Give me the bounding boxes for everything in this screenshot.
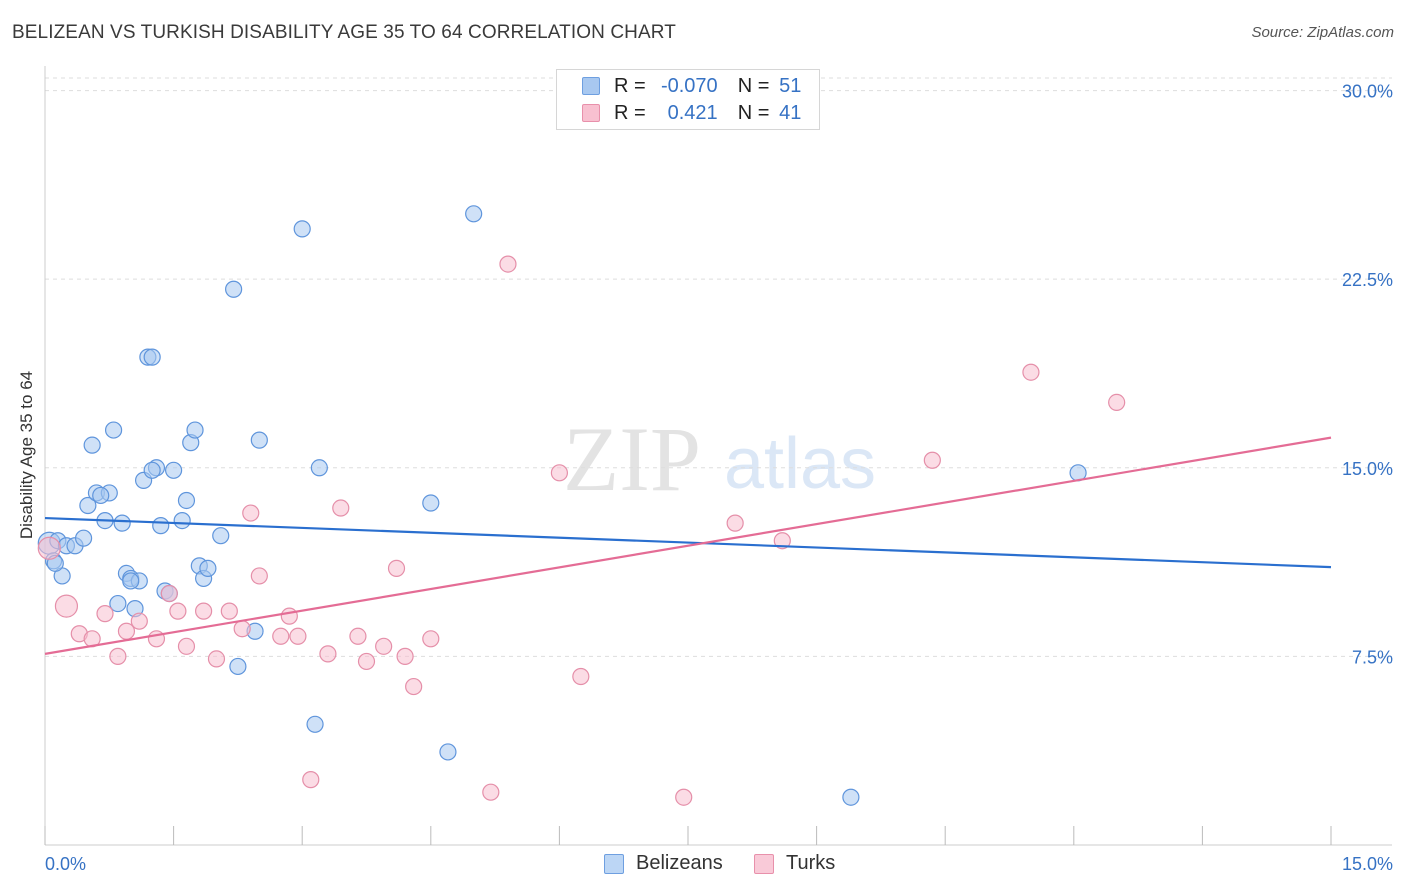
y-tick-label: 30.0% <box>1342 82 1393 102</box>
belizean-point <box>186 421 204 439</box>
r-label: R = <box>614 74 646 97</box>
watermark-atlas: atlas <box>724 424 876 504</box>
belizean-point <box>225 280 243 298</box>
turk-point <box>375 637 393 655</box>
turk-point <box>280 607 298 625</box>
y-tick-label: 15.0% <box>1342 459 1393 479</box>
x-tick-label: 0.0% <box>45 854 86 874</box>
belizean-point <box>74 529 93 547</box>
turk-point <box>272 627 290 645</box>
turk-point <box>550 464 569 482</box>
turk-point <box>160 584 178 603</box>
r-value: 0.421 <box>667 101 718 124</box>
turk-point <box>773 532 791 550</box>
turk-point <box>357 652 376 671</box>
r-value: -0.070 <box>660 74 718 97</box>
belizean-point <box>143 348 161 366</box>
turk-point <box>387 559 406 577</box>
turk-point <box>289 627 307 645</box>
belizean-point <box>250 431 268 449</box>
belizean-point <box>109 594 127 613</box>
belizean-point <box>122 572 140 590</box>
watermark-zip: ZIP <box>563 408 701 510</box>
belizean-point <box>212 527 230 545</box>
turk-point <box>37 536 61 560</box>
belizeans-legend-swatch <box>604 853 624 874</box>
turk-point <box>96 605 114 623</box>
belizean-point <box>293 220 311 238</box>
legend-item-turks[interactable]: Turks <box>754 852 835 875</box>
legend-row-turks: R = 0.421 N = 41 <box>582 100 801 126</box>
y-tick-label: 7.5% <box>1352 647 1393 667</box>
belizean-point <box>143 461 161 479</box>
belizeans-trend-line <box>44 516 1332 569</box>
belizean-point <box>439 743 457 761</box>
legend-label: Turks <box>786 852 836 874</box>
belizean-point <box>229 657 247 676</box>
legend-row-belizeans: R = -0.070 N = 51 <box>582 73 801 99</box>
source-credit: Source: ZipAtlas.com <box>1251 24 1394 41</box>
belizean-point <box>92 486 110 505</box>
turks-legend-swatch <box>754 853 774 874</box>
turk-point <box>923 451 941 469</box>
belizean-point <box>165 461 183 479</box>
turk-point <box>207 650 226 668</box>
turk-point <box>242 504 260 522</box>
belizean-point <box>152 517 170 535</box>
turk-point <box>233 620 251 638</box>
turk-point <box>499 255 517 273</box>
belizean-point <box>113 514 131 532</box>
turk-point <box>1022 363 1040 381</box>
n-value: 51 <box>779 74 802 97</box>
belizean-point <box>79 496 97 515</box>
r-label: R = <box>614 101 646 124</box>
x-tick-label: 15.0% <box>1342 854 1393 874</box>
legend-label: Belizeans <box>636 852 723 874</box>
belizean-point <box>306 715 324 733</box>
belizean-point <box>422 494 440 512</box>
turk-point <box>169 602 187 620</box>
turks-swatch <box>582 104 600 122</box>
turk-point <box>1108 393 1126 412</box>
turk-point <box>54 594 79 618</box>
n-label: N = <box>737 74 770 97</box>
series-legend: Belizeans Turks <box>0 852 1406 876</box>
turk-point <box>220 602 238 620</box>
legend-item-belizeans[interactable]: Belizeans <box>604 852 723 875</box>
turk-point <box>319 645 337 663</box>
belizean-point <box>465 205 483 223</box>
turk-point <box>332 499 350 517</box>
belizean-point <box>104 421 123 439</box>
chart-title: BELIZEAN VS TURKISH DISABILITY AGE 35 TO… <box>12 22 676 43</box>
turk-point <box>405 677 423 696</box>
turk-point <box>726 514 744 532</box>
turk-point <box>250 567 268 585</box>
belizean-point <box>310 459 328 477</box>
n-value: 41 <box>779 101 802 124</box>
belizeans-swatch <box>582 77 600 95</box>
turk-point <box>396 647 414 665</box>
turk-point <box>130 612 148 630</box>
turk-point <box>675 788 693 806</box>
y-tick-label: 22.5% <box>1342 270 1393 290</box>
turk-point <box>195 602 213 620</box>
turk-point <box>422 630 440 648</box>
n-label: N = <box>737 101 770 124</box>
turk-point <box>177 637 196 655</box>
belizean-point <box>173 511 191 530</box>
turk-point <box>482 783 500 801</box>
turk-point <box>572 667 590 686</box>
stats-legend: R = -0.070 N = 51 R = 0.421 N = 41 <box>556 69 820 130</box>
belizean-point <box>199 559 217 577</box>
belizean-point <box>842 788 860 806</box>
belizean-point <box>177 491 196 510</box>
turks-trend-line <box>44 436 1332 655</box>
turk-point <box>109 647 127 665</box>
belizean-point <box>83 436 101 454</box>
turk-point <box>302 771 320 789</box>
turk-point <box>349 627 367 645</box>
